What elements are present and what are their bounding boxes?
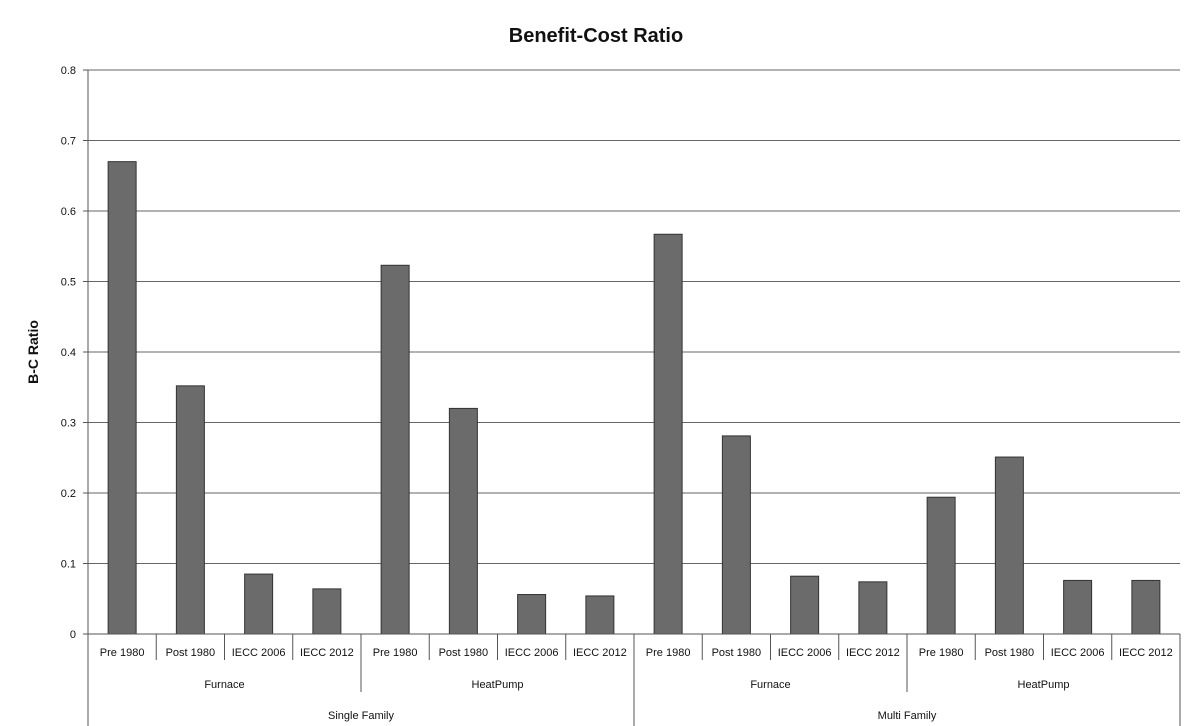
bar (858, 581, 888, 635)
family-label: Multi Family (878, 710, 937, 722)
x-tick-label: Post 1980 (712, 647, 762, 659)
bar (585, 595, 615, 635)
bar (653, 233, 683, 635)
bar (790, 575, 820, 635)
x-tick-label: Pre 1980 (100, 647, 145, 659)
y-tick-label: 0.5 (61, 277, 76, 289)
x-tick-label: IECC 2006 (778, 647, 832, 659)
y-tick-label: 0.6 (61, 206, 76, 218)
y-tick-label: 0.4 (61, 347, 76, 359)
bar (517, 594, 547, 635)
bar (312, 588, 342, 635)
bars (107, 161, 1161, 635)
x-tick-label: IECC 2006 (232, 647, 286, 659)
x-tick-label: Pre 1980 (373, 647, 418, 659)
x-tick-label: Post 1980 (439, 647, 489, 659)
x-tick-label: IECC 2012 (300, 647, 354, 659)
bar (994, 456, 1024, 635)
x-tick-label: IECC 2006 (505, 647, 559, 659)
x-tick-label: Post 1980 (166, 647, 216, 659)
bar (448, 407, 478, 635)
bar (244, 573, 274, 635)
bar (721, 435, 751, 635)
group-label: Furnace (750, 679, 790, 691)
y-tick-label: 0 (70, 629, 76, 641)
y-tick-label: 0.8 (61, 65, 76, 77)
group-label: HeatPump (472, 679, 524, 691)
y-tick-label: 0.2 (61, 488, 76, 500)
gridlines (83, 69, 1180, 635)
x-tick-label: Pre 1980 (646, 647, 691, 659)
group-label: Furnace (204, 679, 244, 691)
bar (107, 161, 137, 635)
x-tick-label: IECC 2006 (1051, 647, 1105, 659)
x-tick-label: Post 1980 (985, 647, 1035, 659)
category-table: Pre 1980 Post 1980 IECC 2006 IECC 2012 Pre 1… (87, 633, 1181, 726)
x-tick-label: Pre 1980 (919, 647, 964, 659)
family-label: Single Family (328, 710, 395, 722)
x-tick-label: IECC 2012 (846, 647, 900, 659)
bar (926, 496, 956, 635)
y-axis-label: B-C Ratio (25, 320, 41, 384)
y-tick-label: 0.7 (61, 136, 76, 148)
bar (175, 385, 205, 635)
group-label: HeatPump (1018, 679, 1070, 691)
bar (380, 264, 410, 635)
bar (1131, 579, 1161, 635)
y-tick-label: 0.1 (61, 559, 76, 571)
y-axis-ticks: 0 0.1 0.2 0.3 0.4 0.5 0.6 0.7 0.8 (61, 65, 76, 641)
chart-title: Benefit-Cost Ratio (509, 25, 683, 47)
bar (1063, 579, 1093, 635)
y-tick-label: 0.3 (61, 418, 76, 430)
x-tick-label: IECC 2012 (573, 647, 627, 659)
x-tick-label: IECC 2012 (1119, 647, 1173, 659)
